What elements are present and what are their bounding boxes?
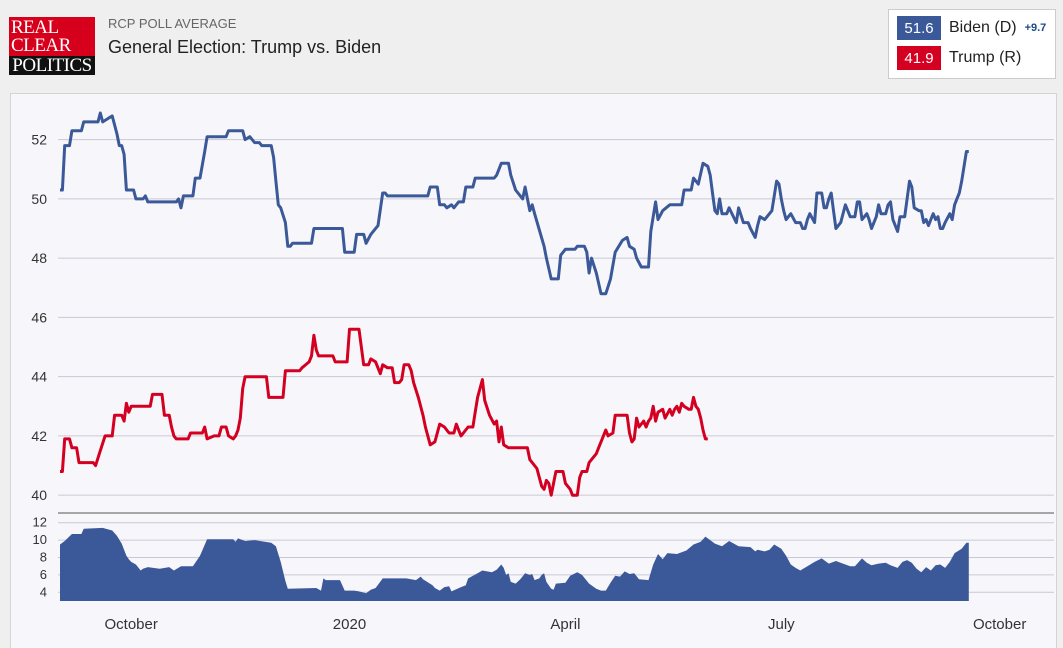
chart-title: General Election: Trump vs. Biden	[108, 37, 382, 57]
biden-value-badge: 51.6	[897, 16, 941, 40]
legend-box: 51.6 Biden (D) +9.7 41.9 Trump (R)	[888, 9, 1056, 79]
x-tick-label: April	[550, 616, 580, 633]
x-tick-label: October	[105, 616, 158, 633]
biden-line	[60, 111, 969, 296]
logo-line-2: CLEAR	[11, 35, 71, 56]
y-tick-label: 46	[31, 309, 47, 325]
rcp-logo[interactable]: REAL CLEAR POLITICS	[9, 17, 95, 75]
x-tick-label: 2020	[333, 616, 366, 633]
spread-value: +9.7	[1024, 22, 1047, 34]
biden-label: Biden (D)	[949, 19, 1017, 36]
legend-item-trump: 41.9 Trump (R)	[897, 46, 1021, 70]
x-tick-label: October	[973, 616, 1026, 633]
trump-value-badge: 41.9	[897, 46, 941, 70]
trump-line	[60, 327, 708, 497]
spread-y-tick-label: 4	[40, 584, 47, 599]
poll-average-label: RCP POLL AVERAGE	[108, 16, 237, 31]
y-tick-label: 48	[31, 250, 47, 266]
chart-panel	[10, 93, 1057, 648]
y-tick-label: 44	[31, 369, 47, 385]
y-tick-label: 40	[31, 487, 47, 503]
spread-y-tick-label: 8	[40, 550, 47, 565]
x-tick-label: July	[768, 616, 795, 633]
y-tick-label: 52	[31, 132, 47, 148]
logo-line-3: POLITICS	[9, 56, 95, 75]
logo-line-1: REAL	[11, 17, 59, 38]
spread-y-tick-label: 10	[33, 532, 47, 547]
y-tick-label: 42	[31, 428, 47, 444]
legend-item-biden: 51.6 Biden (D) +9.7	[897, 16, 1046, 40]
y-tick-label: 50	[31, 191, 47, 207]
trump-label: Trump (R)	[949, 49, 1022, 66]
spread-y-tick-label: 12	[33, 515, 47, 530]
spread-area	[60, 527, 969, 601]
spread-y-tick-label: 6	[40, 567, 47, 582]
